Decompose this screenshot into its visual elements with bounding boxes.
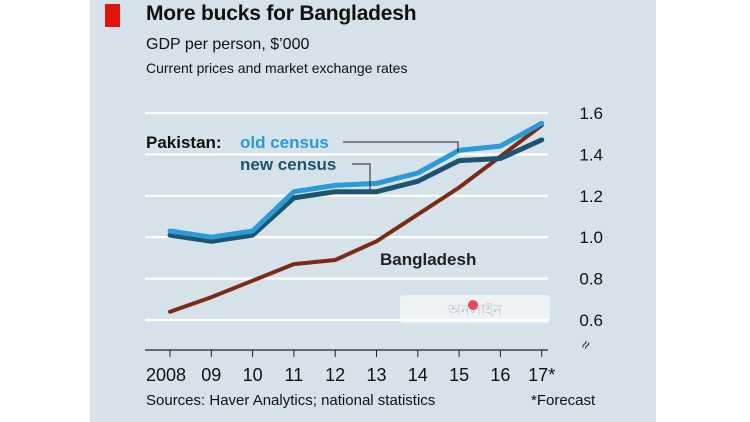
legend-group-label: Pakistan:: [146, 133, 222, 152]
axis-break-icon: ≈: [577, 337, 596, 353]
x-tick-label: 16: [490, 365, 510, 385]
watermark-text: অনলাইন: [447, 301, 503, 319]
y-tick-label: 1.4: [579, 145, 603, 164]
series-label-bangladesh: Bangladesh: [380, 250, 476, 269]
leader-line-old-census: [343, 141, 459, 153]
series-line-new-census: [167, 137, 545, 244]
chart-panel: [90, 0, 656, 422]
watermark-dot: [468, 300, 478, 310]
y-tick-label: 1.6: [579, 104, 603, 123]
x-tick-label: 14: [408, 365, 428, 385]
series-line-old-census: [167, 120, 545, 240]
series-line-bangladesh: [168, 123, 544, 314]
y-tick-label: 0.6: [579, 311, 603, 330]
y-tick-label: 1.0: [579, 228, 603, 247]
chart-subnote: Current prices and market exchange rates: [146, 60, 408, 76]
x-tick-label: 12: [325, 365, 345, 385]
x-tick-label: 11: [285, 365, 304, 385]
source-note: Sources: Haver Analytics; national stati…: [146, 392, 436, 409]
x-tick-label: 2008: [146, 365, 186, 385]
brand-red-tab: [105, 4, 120, 27]
x-tick-label: 13: [366, 365, 386, 385]
watermark-graphic: অনলাইন: [447, 301, 503, 319]
x-tick-label: 10: [243, 365, 263, 385]
chart-subtitle: GDP per person, $’000: [146, 36, 310, 53]
chart-title: More bucks for Bangladesh: [146, 2, 417, 25]
y-tick-label: 0.8: [579, 270, 603, 289]
forecast-note: *Forecast: [531, 392, 596, 409]
x-tick-label: 15: [449, 365, 469, 385]
leader-line-new-census: [352, 163, 371, 190]
y-tick-label: 1.2: [579, 187, 603, 206]
legend-label-old-census: old census: [240, 133, 329, 152]
x-tick-label: 09: [201, 365, 221, 385]
legend-label-new-census: new census: [240, 155, 336, 174]
x-tick-label: 17*: [528, 365, 555, 385]
